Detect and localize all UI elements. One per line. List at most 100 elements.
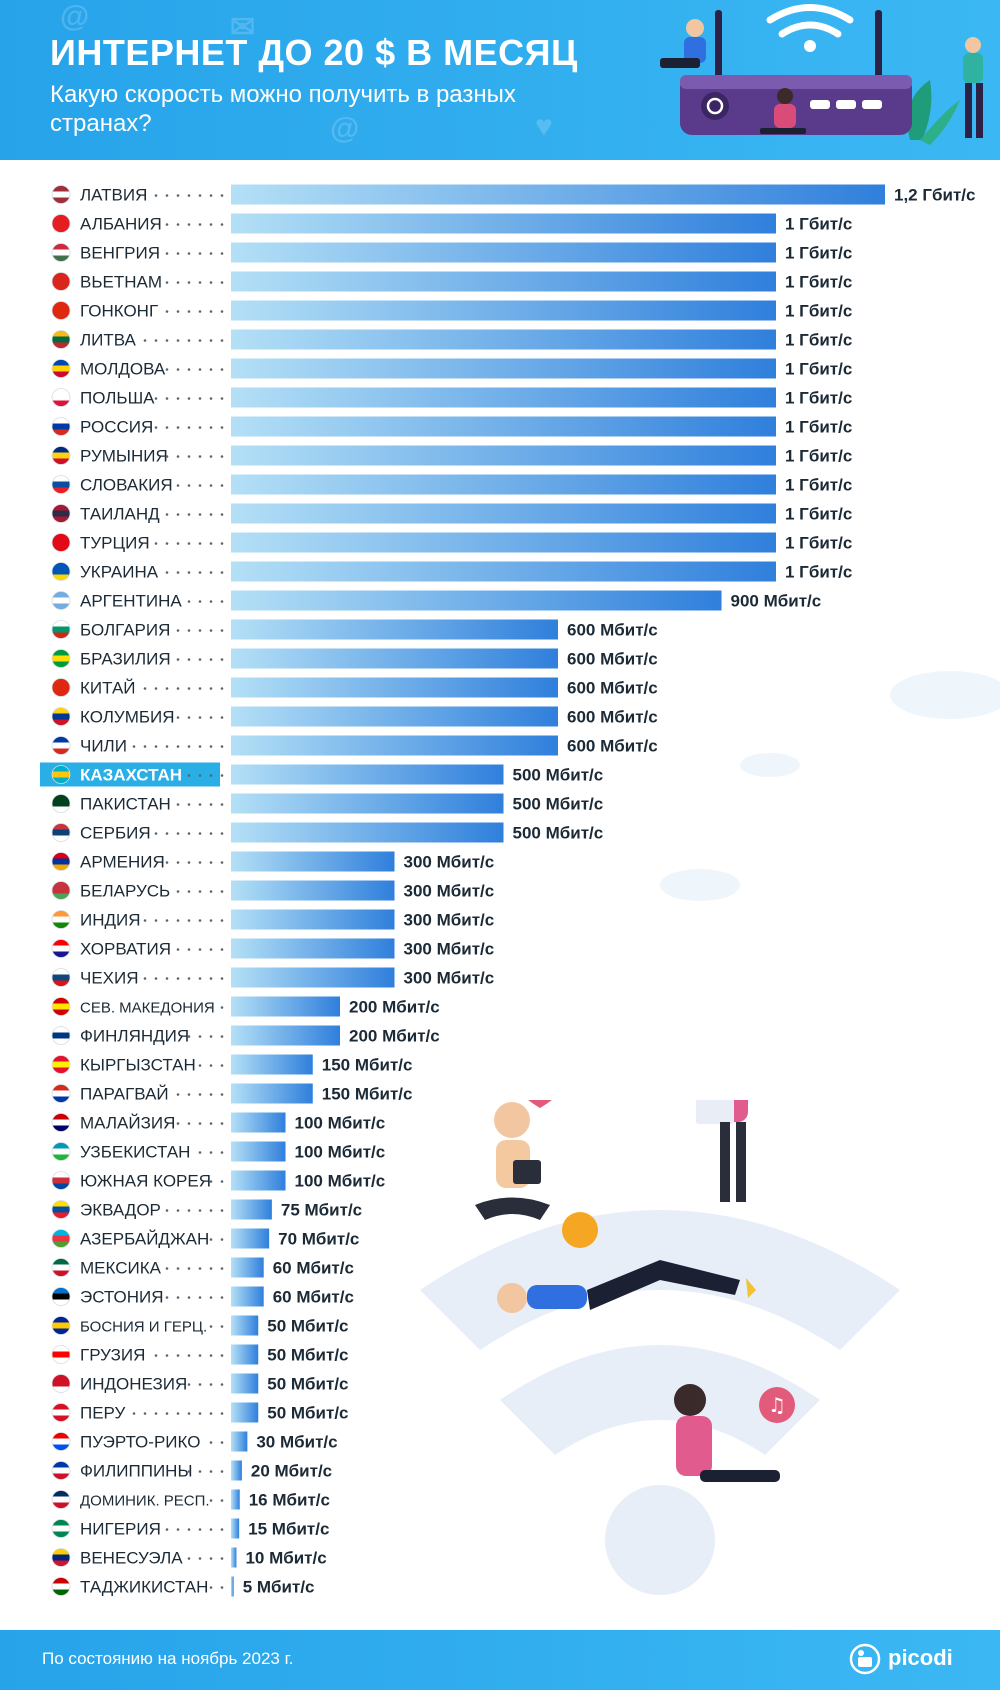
leader-dot	[187, 513, 191, 516]
flag-icon	[52, 1374, 70, 1393]
country-label: КОЛУМБИЯ	[80, 708, 175, 727]
leader-dot	[220, 281, 224, 284]
flag-stripe	[52, 1345, 70, 1352]
date-note: По состоянию на ноябрь 2023 г.	[42, 1649, 294, 1668]
leader-dot	[187, 948, 191, 951]
leader-dot	[198, 1412, 202, 1415]
leader-dot	[198, 1528, 202, 1531]
chart-row: РУМЫНИЯ 1 Гбит/с	[51, 445, 852, 466]
leader-dot	[209, 1151, 213, 1154]
flag-border	[51, 475, 71, 494]
flag-stripe	[52, 1212, 70, 1219]
leader-dot	[187, 629, 191, 632]
flag-stripe	[52, 423, 70, 430]
leader-dot	[165, 281, 169, 284]
leader-dot	[198, 281, 202, 284]
leader-dot	[209, 339, 213, 342]
leader-dot	[165, 1528, 169, 1531]
leader-dot	[198, 1383, 202, 1386]
leader-dot	[220, 1093, 224, 1096]
value-label: 150 Мбит/с	[322, 1056, 413, 1075]
leader-dot	[198, 252, 202, 255]
country-label: ЛИТВА	[80, 331, 137, 350]
flag-stripe	[52, 481, 70, 488]
chart-row: ДОМИНИК. РЕСП. 16 Мбит/с	[51, 1489, 330, 1510]
speed-bar	[231, 648, 558, 669]
leader-dot	[220, 1586, 224, 1589]
speed-bar	[231, 996, 340, 1017]
leader-dot	[220, 1354, 224, 1357]
leader-dot	[132, 745, 136, 748]
leader-dot	[198, 1470, 202, 1473]
country-label: ДОМИНИК. РЕСП.	[80, 1493, 210, 1510]
flag-border	[51, 968, 71, 987]
speed-bar	[231, 1518, 240, 1539]
speed-bar	[231, 1344, 259, 1365]
flag-icon	[52, 852, 70, 871]
flag-stripe	[52, 1084, 70, 1091]
country-label: БОЛГАРИЯ	[80, 621, 170, 640]
leader-dot	[187, 1383, 191, 1386]
leader-dot	[176, 281, 180, 284]
leader-dot	[209, 1557, 213, 1560]
chart-row: КИТАЙ 600 Мбит/с	[51, 677, 658, 698]
flag-stripe	[52, 881, 70, 888]
country-label: НИГЕРИЯ	[80, 1520, 161, 1539]
leader-dot	[209, 368, 213, 371]
leader-dot	[209, 977, 213, 980]
value-label: 10 Мбит/с	[245, 1549, 326, 1568]
heart-icon: ♥	[535, 110, 553, 143]
leader-dot	[187, 252, 191, 255]
speed-bar	[231, 242, 776, 263]
flag-stripe	[52, 893, 70, 900]
country-label: МЕКСИКА	[80, 1259, 162, 1278]
flag-icon	[52, 591, 70, 610]
country-label: ЭКВАДОР	[80, 1201, 161, 1220]
leader-dot	[209, 571, 213, 574]
leader-dot	[165, 919, 169, 922]
flag-icon	[52, 968, 70, 987]
flag-stripe	[52, 185, 70, 192]
leader-dot	[220, 600, 224, 603]
chart-row: РОССИЯ 1 Гбит/с	[51, 416, 852, 437]
flag-border	[51, 562, 71, 581]
leader-dot	[209, 1499, 213, 1502]
flag-stripe	[52, 655, 70, 662]
leader-dot	[187, 687, 191, 690]
leader-dot	[176, 194, 180, 197]
leader-dot	[220, 1499, 224, 1502]
leader-dot	[176, 716, 180, 719]
speed-bar	[231, 1025, 340, 1046]
leader-dot	[220, 1441, 224, 1444]
leader-dot	[209, 1296, 213, 1299]
leader-dot	[220, 1557, 224, 1560]
flag-icon	[52, 1345, 70, 1364]
speed-bar	[231, 532, 776, 553]
leader-dot	[220, 745, 224, 748]
flag-stripe	[52, 806, 70, 813]
flag-stripe	[52, 458, 70, 465]
country-label: ЭСТОНИЯ	[80, 1288, 164, 1307]
country-label: РОССИЯ	[80, 418, 153, 437]
leader-dot	[198, 426, 202, 429]
country-label: ИНДОНЕЗИЯ	[80, 1375, 187, 1394]
leader-dot	[154, 919, 158, 922]
flag-stripe	[52, 510, 70, 517]
flag-stripe	[52, 591, 70, 598]
leader-dot	[165, 339, 169, 342]
header-banner: ✉ @ @ ♥ ИНТЕРНЕТ ДО 20 $ В МЕСЯЦ Какую с…	[0, 0, 1000, 160]
chart-row: ПАРАГВАЙ 150 Мбит/с	[51, 1083, 412, 1104]
chart-row: ПОЛЬША 1 Гбит/с	[51, 387, 852, 408]
leader-dot	[209, 1383, 213, 1386]
flag-stripe	[52, 1183, 70, 1190]
leader-dot	[209, 281, 213, 284]
leader-dot	[209, 223, 213, 226]
speed-bar	[231, 184, 885, 205]
leader-dot	[154, 977, 158, 980]
flag-stripe	[52, 1270, 70, 1277]
chart-row: СЕВ. МАКЕДОНИЯ 200 Мбит/с	[51, 996, 440, 1017]
leader-dot	[176, 310, 180, 313]
chart-row: ТУРЦИЯ 1 Гбит/с	[51, 532, 852, 553]
flag-stripe	[52, 307, 70, 314]
flag-stripe	[52, 365, 70, 372]
